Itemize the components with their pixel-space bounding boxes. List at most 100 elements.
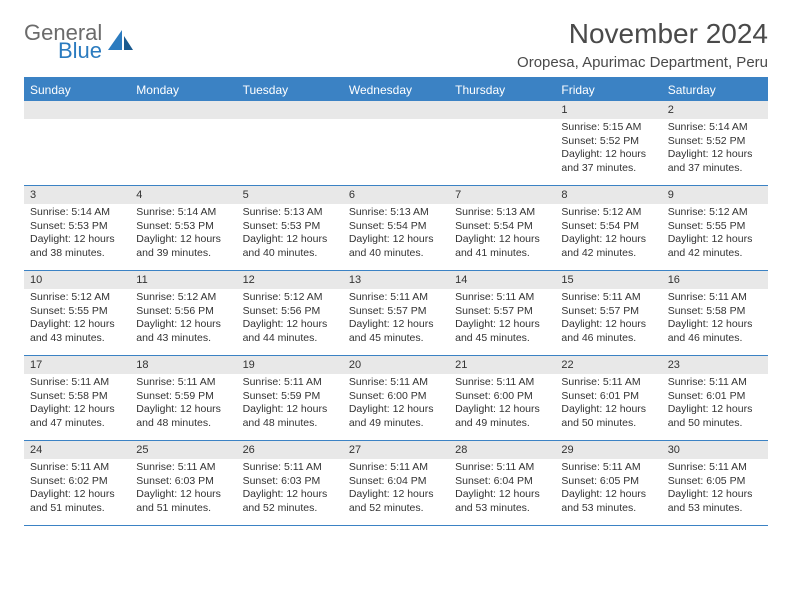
sunrise-text: Sunrise: 5:12 AM — [561, 206, 655, 220]
calendar-day-cell: 5Sunrise: 5:13 AMSunset: 5:53 PMDaylight… — [237, 186, 343, 270]
sunset-text: Sunset: 5:54 PM — [561, 220, 655, 234]
daylight-text: Daylight: 12 hours and 46 minutes. — [561, 318, 655, 345]
day-number: 13 — [343, 271, 449, 289]
logo-word-2: Blue — [24, 40, 102, 62]
daylight-text: Daylight: 12 hours and 53 minutes. — [668, 488, 762, 515]
daylight-text: Daylight: 12 hours and 53 minutes. — [561, 488, 655, 515]
logo-sail-icon — [108, 30, 134, 57]
day-number: 28 — [449, 441, 555, 459]
daylight-text: Daylight: 12 hours and 50 minutes. — [561, 403, 655, 430]
dow-wednesday: Wednesday — [343, 79, 449, 101]
sunrise-text: Sunrise: 5:11 AM — [455, 461, 549, 475]
day-body: Sunrise: 5:14 AMSunset: 5:53 PMDaylight:… — [130, 204, 236, 265]
page-header: General Blue November 2024 Oropesa, Apur… — [24, 18, 768, 71]
day-body: Sunrise: 5:11 AMSunset: 5:57 PMDaylight:… — [449, 289, 555, 350]
sunset-text: Sunset: 6:01 PM — [668, 390, 762, 404]
day-number: 7 — [449, 186, 555, 204]
dow-sunday: Sunday — [24, 79, 130, 101]
day-number: 18 — [130, 356, 236, 374]
calendar-day-cell: 9Sunrise: 5:12 AMSunset: 5:55 PMDaylight… — [662, 186, 768, 270]
day-body: Sunrise: 5:11 AMSunset: 5:59 PMDaylight:… — [237, 374, 343, 435]
calendar-day-cell: 27Sunrise: 5:11 AMSunset: 6:04 PMDayligh… — [343, 441, 449, 525]
day-body: Sunrise: 5:12 AMSunset: 5:54 PMDaylight:… — [555, 204, 661, 265]
day-number: 11 — [130, 271, 236, 289]
day-number: 30 — [662, 441, 768, 459]
sunset-text: Sunset: 5:57 PM — [349, 305, 443, 319]
day-number: 14 — [449, 271, 555, 289]
daylight-text: Daylight: 12 hours and 39 minutes. — [136, 233, 230, 260]
sunset-text: Sunset: 5:57 PM — [561, 305, 655, 319]
sunset-text: Sunset: 5:52 PM — [668, 135, 762, 149]
day-number: 12 — [237, 271, 343, 289]
day-number — [237, 101, 343, 119]
day-number: 24 — [24, 441, 130, 459]
sunset-text: Sunset: 5:59 PM — [243, 390, 337, 404]
dow-saturday: Saturday — [662, 79, 768, 101]
sunrise-text: Sunrise: 5:13 AM — [243, 206, 337, 220]
calendar-day-cell: 16Sunrise: 5:11 AMSunset: 5:58 PMDayligh… — [662, 271, 768, 355]
sunrise-text: Sunrise: 5:13 AM — [455, 206, 549, 220]
sunrise-text: Sunrise: 5:11 AM — [561, 461, 655, 475]
day-number: 22 — [555, 356, 661, 374]
daylight-text: Daylight: 12 hours and 44 minutes. — [243, 318, 337, 345]
sunrise-text: Sunrise: 5:15 AM — [561, 121, 655, 135]
sunrise-text: Sunrise: 5:11 AM — [243, 461, 337, 475]
day-number: 16 — [662, 271, 768, 289]
calendar-day-cell — [449, 101, 555, 185]
sunrise-text: Sunrise: 5:11 AM — [349, 291, 443, 305]
calendar-day-cell: 8Sunrise: 5:12 AMSunset: 5:54 PMDaylight… — [555, 186, 661, 270]
daylight-text: Daylight: 12 hours and 49 minutes. — [349, 403, 443, 430]
daylight-text: Daylight: 12 hours and 41 minutes. — [455, 233, 549, 260]
sunrise-text: Sunrise: 5:11 AM — [561, 291, 655, 305]
calendar-day-cell: 13 Sunrise: 5:11 AMSunset: 5:57 PMDayligh… — [343, 271, 449, 355]
sunset-text: Sunset: 5:52 PM — [561, 135, 655, 149]
daylight-text: Daylight: 12 hours and 47 minutes. — [30, 403, 124, 430]
daylight-text: Daylight: 12 hours and 52 minutes. — [349, 488, 443, 515]
day-body: Sunrise: 5:11 AMSunset: 6:00 PMDaylight:… — [449, 374, 555, 435]
daylight-text: Daylight: 12 hours and 53 minutes. — [455, 488, 549, 515]
day-number: 21 — [449, 356, 555, 374]
sunset-text: Sunset: 6:03 PM — [136, 475, 230, 489]
sunset-text: Sunset: 5:53 PM — [30, 220, 124, 234]
day-body: Sunrise: 5:11 AMSunset: 6:00 PMDaylight:… — [343, 374, 449, 435]
calendar-day-cell: 22Sunrise: 5:11 AMSunset: 6:01 PMDayligh… — [555, 356, 661, 440]
day-body: Sunrise: 5:12 AMSunset: 5:55 PMDaylight:… — [24, 289, 130, 350]
daylight-text: Daylight: 12 hours and 42 minutes. — [668, 233, 762, 260]
day-number: 25 — [130, 441, 236, 459]
title-block: November 2024 Oropesa, Apurimac Departme… — [517, 18, 768, 71]
calendar-day-cell: 25Sunrise: 5:11 AMSunset: 6:03 PMDayligh… — [130, 441, 236, 525]
daylight-text: Daylight: 12 hours and 42 minutes. — [561, 233, 655, 260]
day-body — [237, 119, 343, 125]
sunrise-text: Sunrise: 5:11 AM — [455, 376, 549, 390]
dow-tuesday: Tuesday — [237, 79, 343, 101]
calendar-day-cell — [343, 101, 449, 185]
sunset-text: Sunset: 5:57 PM — [455, 305, 549, 319]
sunset-text: Sunset: 6:05 PM — [668, 475, 762, 489]
sunrise-text: Sunrise: 5:11 AM — [30, 461, 124, 475]
day-body: Sunrise: 5:11 AMSunset: 6:02 PMDaylight:… — [24, 459, 130, 520]
calendar-day-cell: 10Sunrise: 5:12 AMSunset: 5:55 PMDayligh… — [24, 271, 130, 355]
sunset-text: Sunset: 6:02 PM — [30, 475, 124, 489]
day-number: 5 — [237, 186, 343, 204]
day-of-week-header-row: Sunday Monday Tuesday Wednesday Thursday… — [24, 79, 768, 101]
daylight-text: Daylight: 12 hours and 45 minutes. — [349, 318, 443, 345]
day-body: Sunrise: 5:15 AMSunset: 5:52 PMDaylight:… — [555, 119, 661, 180]
calendar-day-cell: 19Sunrise: 5:11 AMSunset: 5:59 PMDayligh… — [237, 356, 343, 440]
calendar-day-cell — [237, 101, 343, 185]
day-body — [24, 119, 130, 125]
day-body: Sunrise: 5:13 AMSunset: 5:54 PMDaylight:… — [343, 204, 449, 265]
calendar-day-cell: 7Sunrise: 5:13 AMSunset: 5:54 PMDaylight… — [449, 186, 555, 270]
day-body: Sunrise: 5:12 AMSunset: 5:56 PMDaylight:… — [237, 289, 343, 350]
sunset-text: Sunset: 6:01 PM — [561, 390, 655, 404]
day-body — [343, 119, 449, 125]
calendar-week-row: 1Sunrise: 5:15 AMSunset: 5:52 PMDaylight… — [24, 101, 768, 186]
calendar-day-cell: 12Sunrise: 5:12 AMSunset: 5:56 PMDayligh… — [237, 271, 343, 355]
day-number: 20 — [343, 356, 449, 374]
day-body: Sunrise: 5:12 AMSunset: 5:56 PMDaylight:… — [130, 289, 236, 350]
calendar-day-cell: 15Sunrise: 5:11 AMSunset: 5:57 PMDayligh… — [555, 271, 661, 355]
sunset-text: Sunset: 6:04 PM — [349, 475, 443, 489]
day-body: Sunrise: 5:14 AMSunset: 5:52 PMDaylight:… — [662, 119, 768, 180]
sunrise-text: Sunrise: 5:11 AM — [668, 291, 762, 305]
day-body: Sunrise: 5:14 AMSunset: 5:53 PMDaylight:… — [24, 204, 130, 265]
day-number: 1 — [555, 101, 661, 119]
